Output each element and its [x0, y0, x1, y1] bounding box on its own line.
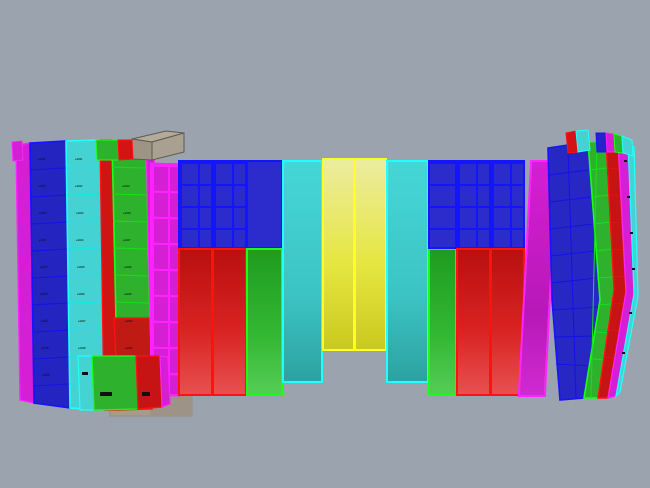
element-label: e1043: [125, 346, 133, 350]
element-label: e1045: [77, 265, 85, 269]
element-label: e1041: [75, 157, 83, 161]
element-label: e1043: [76, 211, 84, 215]
bottom-red-sliver: [135, 355, 163, 410]
end-band-cyan-right: [615, 143, 639, 398]
lshoulder-magenta-sliver: [11, 140, 24, 162]
strip-blue-right-a[interactable]: [428, 160, 457, 249]
end-band-blue-rows: [29, 167, 70, 387]
bottom-labels-artifacts: [82, 372, 150, 396]
shoulder-cyan-sliver: [575, 129, 591, 153]
strip-red-main-b[interactable]: [212, 248, 247, 396]
strip-blue-right-b[interactable]: [456, 160, 491, 249]
bottom-magenta-sliver: [159, 355, 171, 408]
strip-cyan-right[interactable]: [386, 160, 429, 383]
element-label: e1048: [78, 346, 86, 350]
element-label: e1047: [123, 238, 131, 242]
element-label: e1042: [75, 184, 83, 188]
strip-blue-upper-a[interactable]: [178, 160, 213, 249]
element-label: e1046: [77, 292, 85, 296]
shoulder-cyan-sliver-2: [621, 135, 634, 157]
element-label: e1047: [78, 319, 86, 323]
element-label: e1048: [123, 211, 131, 215]
element-label: e1044: [125, 319, 133, 323]
bottom-green-sliver: [91, 355, 139, 411]
element-label: e1049: [122, 184, 130, 188]
lshoulder-red-sliver: [117, 139, 134, 161]
edge-artifacts: [622, 160, 635, 354]
tan-block-side-face: [151, 132, 185, 161]
end-band-blue-right-rows: [548, 147, 599, 399]
element-label: e1044: [76, 238, 84, 242]
strip-green-mid[interactable]: [246, 248, 283, 396]
strip-red-main-a[interactable]: [178, 248, 213, 396]
strip-green-right[interactable]: [428, 248, 457, 396]
element-label: e1045: [124, 292, 132, 296]
end-band-red-right-rows: [604, 167, 627, 359]
element-label: e1046: [124, 265, 132, 269]
bottom-cyan-sliver: [77, 355, 95, 411]
